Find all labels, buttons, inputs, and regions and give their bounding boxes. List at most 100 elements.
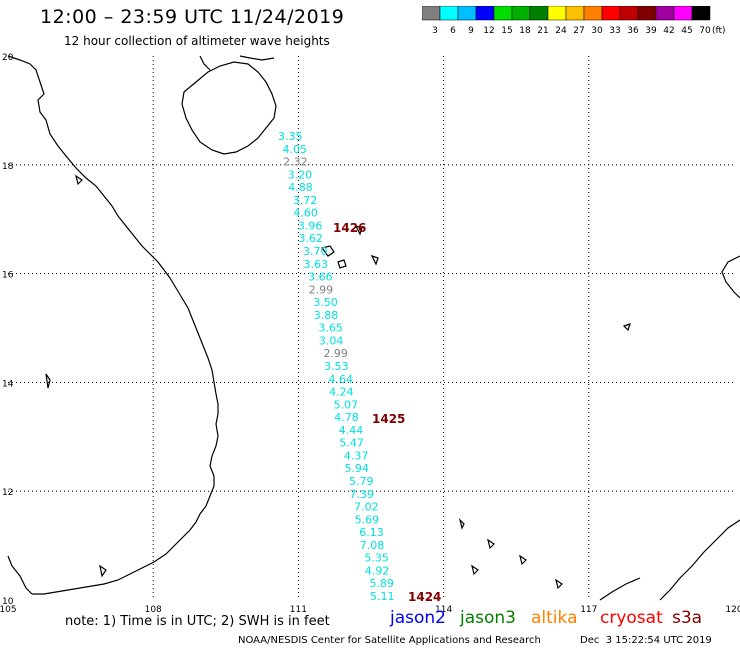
wave-height-label: 4.78 [334, 411, 359, 424]
satellite-label-jason2: jason2 [390, 608, 446, 628]
wave-height-label: 5.11 [370, 590, 395, 603]
lon-tick-label: 114 [435, 605, 452, 615]
wave-height-label: 3.65 [318, 322, 343, 335]
coastline-china [239, 55, 275, 61]
legend-label: 36 [627, 26, 639, 36]
lat-tick-label: 12 [2, 488, 13, 498]
wave-height-label: 6.13 [359, 526, 384, 539]
legend-label: 9 [468, 26, 474, 36]
wave-height-label: 4.44 [339, 424, 364, 437]
coastline-reef-2 [487, 538, 495, 550]
wave-height-label: 7.39 [350, 488, 375, 501]
coastline-borneo [599, 577, 641, 601]
coastline-vietnam [7, 55, 219, 595]
legend-swatch [583, 6, 603, 21]
wave-height-label: 5.94 [344, 462, 369, 475]
wave-height-label: 4.88 [288, 181, 313, 194]
lat-tick-label: 18 [2, 162, 14, 172]
coastline-hainan [181, 61, 277, 155]
legend-swatch [422, 6, 441, 21]
wave-height-label: 5.47 [339, 437, 364, 450]
page-subtitle: 12 hour collection of altimeter wave hei… [64, 34, 330, 48]
legend-label: 39 [645, 26, 657, 36]
legend-label: 18 [519, 26, 531, 36]
coastline-islet-3 [75, 174, 83, 186]
coastline-leizhou [199, 55, 211, 71]
wave-height-label: 3.70 [303, 245, 328, 258]
color-legend: 3 6 9 12 15 18 21 24 27 30 33 36 39 42 45 70 (ft) [422, 6, 726, 36]
altimeter-track: 3.354.052.323.204.883.724.603.963.623.70… [278, 130, 395, 603]
time-label: 1426 [333, 221, 366, 235]
wave-height-label: 4.24 [329, 386, 354, 399]
legend-label: 24 [555, 26, 567, 36]
wave-height-label: 2.99 [323, 347, 348, 360]
legend-swatch [475, 6, 495, 21]
legend-label: 33 [609, 26, 620, 36]
time-label: 1424 [408, 590, 441, 604]
wave-height-label: 3.20 [288, 168, 313, 181]
wave-height-label: 2.32 [283, 156, 308, 169]
coastline-reef-4 [471, 564, 479, 576]
lon-tick-label: 108 [145, 605, 162, 615]
wave-height-label: 3.88 [314, 309, 339, 322]
timestamp-text: Dec 3 15:22:54 UTC 2019 [580, 635, 712, 646]
lon-tick-label: 111 [290, 605, 307, 615]
coastline-paracel-1 [320, 245, 335, 257]
lon-tick-label: 105 [0, 605, 17, 615]
satellite-label-cryosat: cryosat [600, 608, 663, 628]
legend-swatch [601, 6, 621, 21]
lon-tick-label: 117 [580, 605, 597, 615]
satellite-label-s3a: s3a [672, 608, 703, 628]
lat-tick-label: 16 [2, 271, 14, 281]
wave-height-label: 7.08 [360, 539, 385, 552]
time-labels: 1426 1425 1424 [333, 221, 441, 604]
legend-label: 6 [450, 26, 456, 36]
wave-height-label: 5.79 [349, 475, 374, 488]
legend-swatch [529, 6, 549, 21]
lat-tick-label: 14 [2, 379, 14, 389]
legend-label: 70 [699, 26, 711, 36]
footer-note: note: 1) Time is in UTC; 2) SWH is in fe… [65, 614, 330, 629]
axis-labels: 105 108 111 114 117 120 20 18 16 14 12 10 [0, 53, 740, 615]
legend-swatch [637, 6, 657, 21]
wave-height-label: 3.35 [278, 130, 303, 143]
coastline-reef-3 [519, 554, 527, 566]
legend-label: 12 [483, 26, 494, 36]
legend-swatch [439, 6, 459, 21]
wave-height-label: 4.05 [283, 143, 308, 156]
wave-height-label: 5.35 [364, 552, 389, 565]
coastline-paracel-3 [354, 224, 363, 236]
wave-height-label: 5.07 [334, 398, 359, 411]
wave-height-label: 3.53 [324, 360, 349, 373]
legend-label: 21 [537, 26, 548, 36]
legend-label: 30 [591, 26, 603, 36]
credit-text: NOAA/NESDIS Center for Satellite Applica… [238, 635, 541, 646]
coastline-reef-1 [458, 518, 465, 530]
wave-height-label: 4.60 [293, 207, 318, 220]
wave-height-label: 3.66 [308, 271, 333, 284]
coastline-gulf [7, 555, 33, 595]
wave-height-label: 2.99 [309, 283, 334, 296]
page-title: 12:00 – 23:59 UTC 11/24/2019 [40, 6, 345, 28]
satellite-label-jason3: jason3 [460, 608, 516, 628]
coastline [7, 55, 740, 601]
legend-label: 15 [501, 26, 512, 36]
lon-tick-label: 120 [725, 605, 740, 615]
legend-swatch [691, 6, 711, 21]
coastline-reef-6 [555, 578, 563, 590]
satellite-label-altika: altika [531, 608, 578, 628]
wave-height-label: 3.96 [298, 219, 323, 232]
time-label: 1425 [372, 412, 405, 426]
wave-height-label: 7.02 [354, 501, 379, 514]
legend-swatch [493, 6, 513, 21]
graticule [8, 56, 734, 600]
wave-height-label: 4.37 [344, 449, 369, 462]
coastline-islet-1 [45, 373, 51, 389]
legend-label: 45 [681, 26, 692, 36]
lat-tick-label: 20 [2, 53, 14, 63]
legend-swatch [619, 6, 639, 21]
legend-swatch [655, 6, 675, 21]
wave-height-label: 5.69 [355, 513, 380, 526]
legend-label: 42 [663, 26, 674, 36]
